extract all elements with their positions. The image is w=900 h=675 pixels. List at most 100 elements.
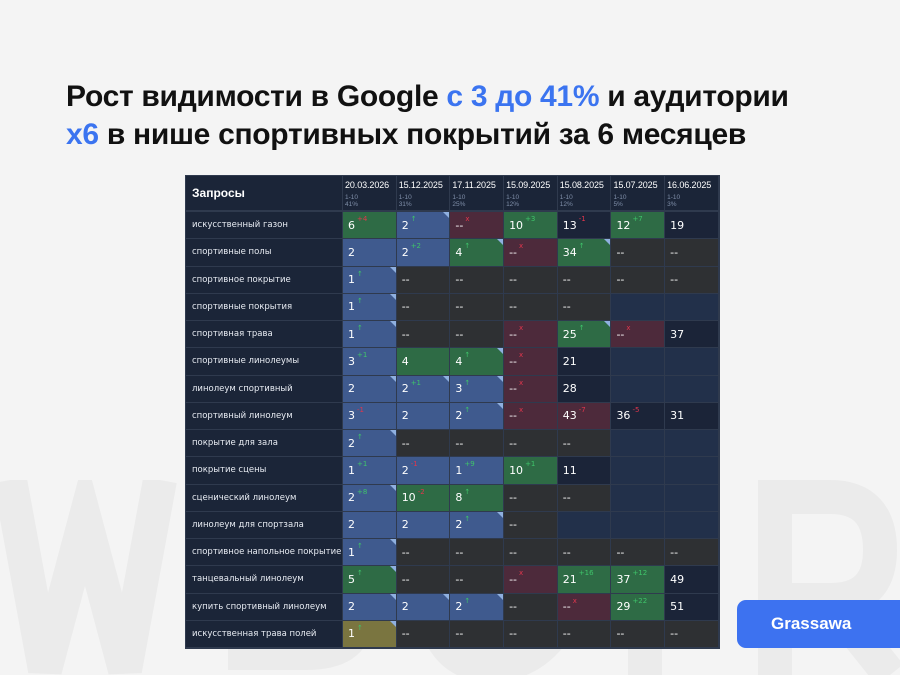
position-cell: 13 -1 — [557, 212, 612, 239]
column-date: 15.07.2025 — [613, 180, 658, 190]
position-cell: -- — [504, 539, 558, 566]
position-cell: -- — [665, 539, 719, 566]
corner-marker-icon — [497, 239, 504, 246]
position-cell — [611, 348, 666, 375]
position-value: -- — [509, 409, 518, 423]
position-value: 25 — [562, 327, 577, 341]
position-value: 2 — [348, 518, 355, 532]
position-change: +2 — [410, 242, 422, 251]
position-value: 3 — [348, 354, 355, 368]
query-cell: спортивные покрытия — [186, 293, 343, 320]
position-cell: 2 ↑ — [450, 402, 505, 429]
corner-marker-icon — [389, 430, 396, 436]
position-cell — [665, 484, 719, 511]
position-value: -- — [509, 436, 518, 450]
query-cell: спортивный линолеум — [186, 402, 343, 429]
position-cell: 37 +12 — [611, 566, 666, 593]
column-pct: 3% — [667, 201, 677, 208]
position-change: +1 — [525, 460, 536, 469]
corner-marker-icon — [604, 239, 611, 246]
position-cell: -- — [450, 430, 505, 457]
position-value: 1 — [348, 627, 355, 641]
query-cell: спортивные полы — [186, 239, 343, 266]
column-date: 15.12.2025 — [398, 180, 443, 190]
position-value: -- — [562, 545, 571, 559]
position-cell: 8 ↑ — [450, 484, 505, 511]
position-change: ↑ — [464, 405, 471, 414]
position-value: 2 — [348, 382, 355, 396]
query-cell: спортивное напольное покрытие — [186, 539, 343, 566]
position-value: -- — [401, 545, 410, 559]
position-change: +3 — [525, 215, 536, 224]
position-value: -- — [616, 327, 625, 341]
position-cell: 19 — [665, 212, 719, 239]
position-cell: 2 ↑ — [343, 430, 397, 457]
position-cell: -- — [557, 293, 612, 320]
position-change: ↑ — [578, 324, 585, 333]
position-change: ↑ — [357, 569, 363, 578]
query-cell: купить спортивный линолеум — [186, 593, 343, 620]
position-change: +22 — [632, 596, 648, 605]
corner-marker-icon — [497, 511, 504, 518]
table-row: спортивные линолеумы 3 +1 4 4 ↑ -- x 21 — [186, 348, 719, 376]
position-change: ↑ — [464, 242, 471, 251]
position-value: -- — [509, 382, 518, 396]
column-date: 15.09.2025 — [506, 180, 551, 190]
position-cell: 2 — [396, 593, 451, 620]
grassawa-button[interactable]: Grassawa — [737, 600, 900, 648]
position-value: -- — [616, 245, 625, 259]
position-value: 29 — [616, 600, 631, 614]
position-value: 8 — [455, 491, 463, 505]
position-value: -- — [401, 627, 410, 641]
position-cell: 28 — [557, 375, 612, 402]
position-value: -- — [401, 436, 410, 450]
position-value: 10 — [509, 463, 524, 477]
position-cell: -- — [450, 266, 505, 293]
position-value: 10 — [401, 491, 416, 505]
position-value: -- — [455, 627, 464, 641]
position-cell: 10 +1 — [504, 457, 558, 484]
position-value: -- — [401, 300, 410, 314]
date-column-header: 15.07.2025 1-10 5% — [611, 176, 666, 210]
corner-marker-icon — [497, 593, 504, 600]
corner-marker-icon — [443, 212, 450, 218]
position-cell: -- — [611, 239, 666, 266]
position-cell: -- — [611, 539, 666, 566]
position-cell — [665, 511, 719, 538]
position-cell: -- — [396, 566, 451, 593]
position-cell: 3 ↑ — [450, 375, 505, 402]
query-cell: танцевальный линолеум — [186, 566, 343, 593]
position-change: x — [572, 596, 577, 605]
table-row: спортивные покрытия 1 ↑ -- -- -- -- — [186, 293, 719, 321]
corner-marker-icon — [389, 293, 396, 300]
corner-marker-icon — [389, 321, 396, 327]
position-change: ↑ — [357, 542, 363, 551]
query-cell: покрытие сцены — [186, 457, 343, 484]
position-value: 2 — [401, 218, 409, 232]
position-cell: -- — [611, 620, 666, 647]
position-value: -- — [401, 572, 410, 586]
column-range: 1-10 — [506, 194, 520, 201]
position-cell: 1 ↑ — [343, 321, 397, 348]
position-cell: 3 +1 — [343, 348, 397, 375]
position-change: -2 — [417, 487, 425, 496]
position-cell: -- x — [557, 593, 612, 620]
position-value: -- — [455, 436, 464, 450]
position-cell: 1 ↑ — [343, 539, 397, 566]
position-value: 3 — [455, 382, 463, 396]
position-cell: 25 ↑ — [557, 321, 612, 348]
position-value: 1 — [348, 545, 355, 559]
position-value: -- — [509, 491, 518, 505]
position-cell: -- x — [504, 348, 558, 375]
column-pct: 25% — [452, 201, 466, 208]
column-pct: 12% — [506, 201, 520, 208]
table-header: Запросы 20.03.2026 1-10 41% 15.12.2025 1-10 3… — [186, 176, 719, 212]
column-date: 15.08.2025 — [559, 180, 604, 190]
position-change: ↑ — [578, 242, 585, 251]
position-cell: 2 ↑ — [450, 511, 505, 538]
position-cell — [611, 375, 666, 402]
position-cell: 1 +9 — [450, 457, 505, 484]
position-value: -- — [455, 273, 464, 287]
position-value: 1 — [348, 273, 355, 287]
table-row: спортивные полы 2 2 +2 4 ↑ -- x 34 ↑ -- -- — [186, 239, 719, 267]
